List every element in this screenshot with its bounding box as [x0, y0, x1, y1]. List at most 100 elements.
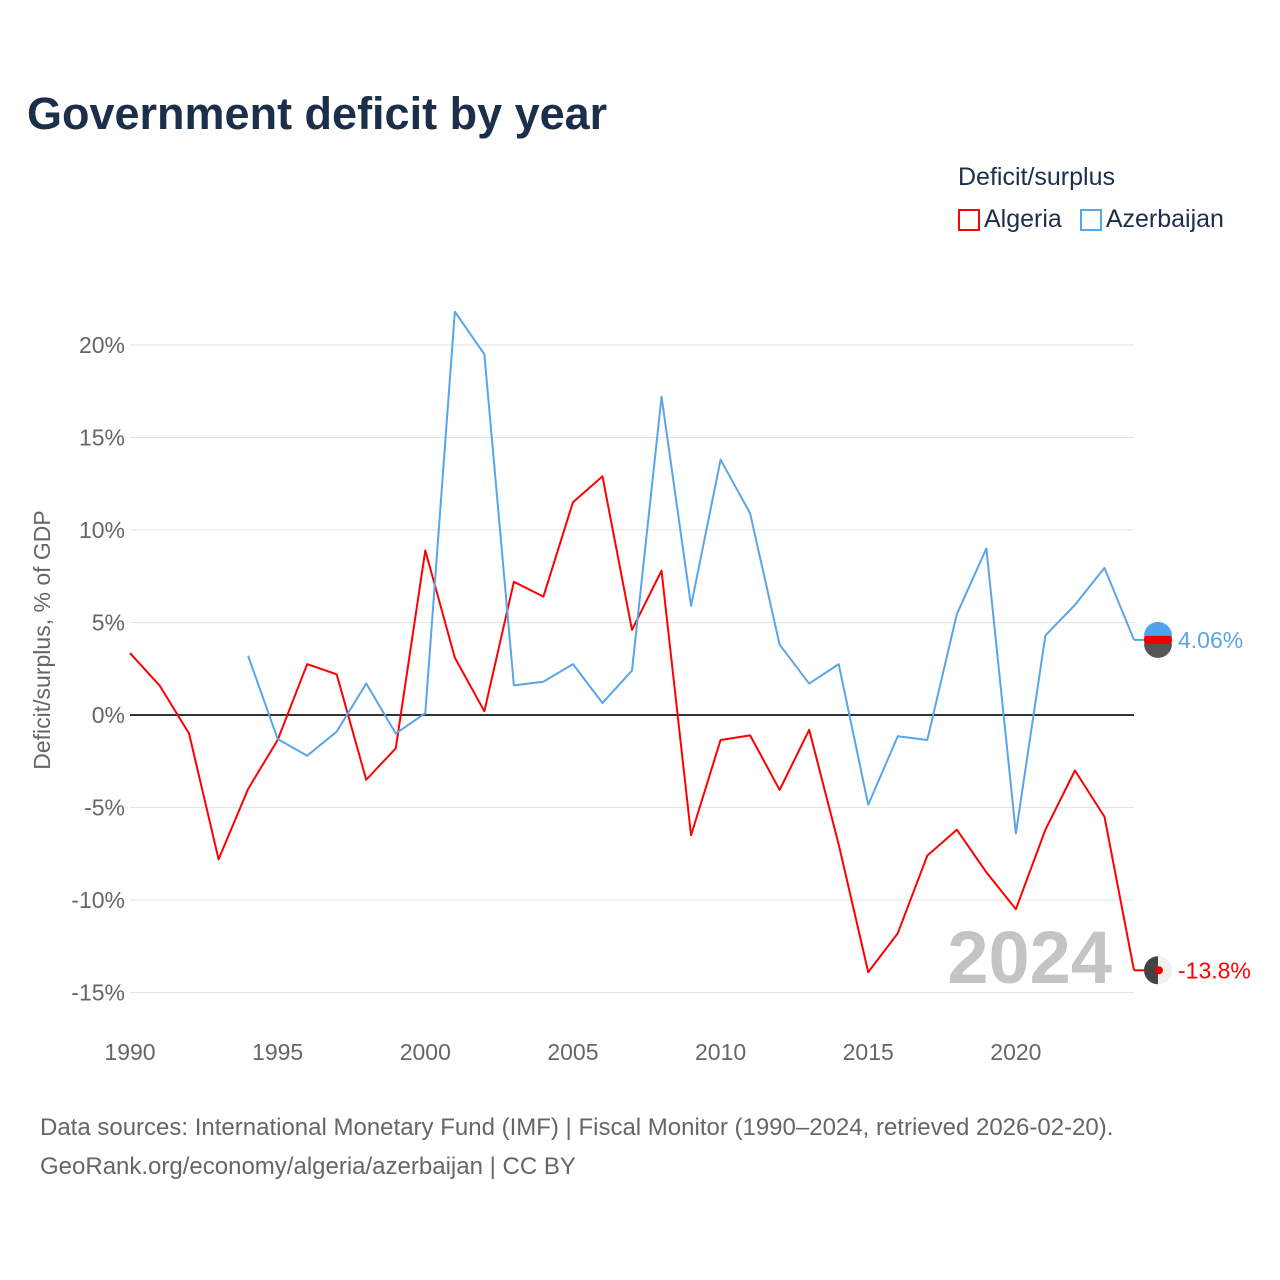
data-point: [866, 970, 870, 974]
x-tick-label: 2000: [400, 1039, 451, 1065]
data-point: [158, 683, 162, 687]
data-point: [364, 682, 368, 686]
data-point: [600, 701, 604, 705]
data-point: [630, 669, 634, 673]
data-point: [571, 662, 575, 666]
y-axis-label: Deficit/surplus, % of GDP: [29, 510, 55, 769]
data-point: [866, 803, 870, 807]
year-watermark: 2024: [947, 916, 1112, 999]
y-tick-label: 15%: [79, 425, 125, 451]
legend-swatch-algeria: [958, 208, 980, 231]
data-point: [394, 746, 398, 750]
series-line-azerbaijan: [247, 310, 1135, 835]
y-tick-label: -10%: [71, 887, 125, 913]
data-point: [246, 654, 250, 658]
data-point: [689, 833, 693, 837]
data-point: [1102, 566, 1106, 570]
data-point: [335, 672, 339, 676]
data-point: [541, 680, 545, 684]
y-tick-label: 0%: [92, 702, 125, 728]
data-point: [748, 733, 752, 737]
data-point: [1043, 828, 1047, 832]
data-point: [335, 730, 339, 734]
data-point: [660, 395, 664, 399]
data-point: [1073, 603, 1077, 607]
flag-half-green: [1144, 956, 1158, 985]
data-point: [689, 604, 693, 608]
data-point: [719, 458, 723, 462]
x-tick-label: 2020: [990, 1039, 1041, 1065]
source-line: Data sources: International Monetary Fun…: [40, 1114, 1114, 1141]
data-point: [512, 683, 516, 687]
data-point: [1014, 907, 1018, 911]
data-point: [896, 931, 900, 935]
legend-label-azerbaijan: Azerbaijan: [1105, 205, 1224, 233]
data-point: [778, 643, 782, 647]
x-tick-label: 1995: [252, 1039, 303, 1065]
data-point: [1073, 769, 1077, 773]
data-point: [571, 500, 575, 504]
data-point: [778, 788, 782, 792]
flag-crescent: [1155, 966, 1163, 975]
end-value-label: 4.06%: [1178, 627, 1243, 653]
data-point: [984, 547, 988, 551]
y-tick-label: -5%: [84, 795, 125, 821]
legend-item-azerbaijan[interactable]: Azerbaijan: [1079, 205, 1224, 234]
legend-item-algeria[interactable]: Algeria: [958, 205, 1062, 234]
data-point: [305, 662, 309, 666]
legend-swatch-azerbaijan: [1079, 208, 1102, 231]
data-point: [925, 854, 929, 858]
flag-stripe-green: [1144, 643, 1172, 658]
legend: Algeria Azerbaijan: [958, 205, 1224, 234]
data-point: [246, 787, 250, 791]
x-tick-label: 1990: [104, 1039, 155, 1065]
data-point: [423, 711, 427, 715]
data-point: [128, 651, 132, 655]
legend-label-algeria: Algeria: [984, 205, 1062, 233]
data-point: [453, 310, 457, 314]
data-point: [837, 662, 841, 666]
data-point: [1102, 815, 1106, 819]
data-point: [896, 734, 900, 738]
data-point: [630, 628, 634, 632]
source-link[interactable]: GeoRank.org/economy/algeria/azerbaijan |…: [40, 1153, 576, 1180]
chart-title: Government deficit by year: [27, 88, 608, 139]
x-tick-label: 2010: [695, 1039, 746, 1065]
data-point: [660, 569, 664, 573]
data-point: [600, 474, 604, 478]
data-point: [423, 548, 427, 552]
y-tick-label: 5%: [92, 610, 125, 636]
data-point: [837, 843, 841, 847]
legend-title: Deficit/surplus: [958, 163, 1115, 191]
data-point: [807, 682, 811, 686]
data-point: [1043, 633, 1047, 637]
flag-stripe-blue: [1144, 621, 1172, 636]
data-point: [1014, 831, 1018, 835]
data-point: [984, 870, 988, 874]
y-tick-label: -15%: [71, 980, 125, 1006]
x-tick-label: 2005: [547, 1039, 598, 1065]
data-point: [276, 737, 280, 741]
data-point: [807, 728, 811, 732]
data-point: [364, 778, 368, 782]
data-point: [482, 352, 486, 356]
data-point: [187, 732, 191, 736]
source-note: Data sources: International Monetary Fun…: [40, 1108, 1113, 1186]
data-point: [925, 738, 929, 742]
data-point: [955, 612, 959, 616]
data-point: [453, 656, 457, 660]
data-point: [305, 754, 309, 758]
data-point: [512, 580, 516, 584]
data-point: [955, 828, 959, 832]
y-tick-label: 10%: [79, 517, 125, 543]
data-point: [394, 732, 398, 736]
data-point: [719, 738, 723, 742]
data-point: [482, 709, 486, 713]
series-line-algeria: [129, 475, 1135, 974]
x-tick-label: 2015: [843, 1039, 894, 1065]
data-point: [748, 511, 752, 515]
data-point: [541, 595, 545, 599]
end-value-label: -13.8%: [1178, 957, 1251, 983]
y-tick-label: 20%: [79, 332, 125, 358]
